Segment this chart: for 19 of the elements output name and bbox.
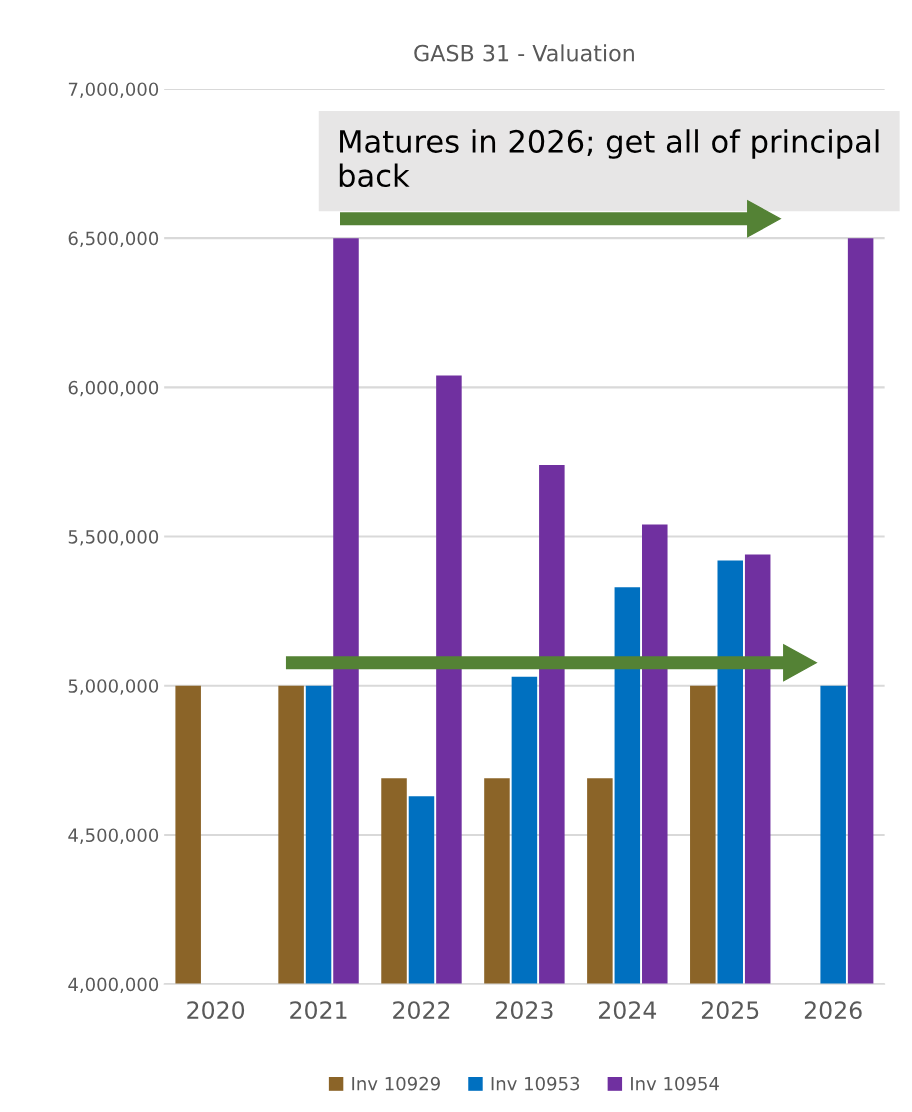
y-tick-label: 4,000,000	[68, 977, 159, 994]
x-tick-label: 2021	[290, 1001, 347, 1020]
y-tick-label: 4,500,000	[68, 828, 159, 844]
x-tick-label: 2024	[599, 1001, 657, 1020]
x-tick-label: 2026	[804, 1001, 862, 1020]
chart-title: GASB 31 - Valuation	[414, 44, 634, 62]
x-tick-label: 2022	[393, 1001, 450, 1020]
legend-label: Inv 10953	[491, 1076, 580, 1091]
legend-label: Inv 10954	[631, 1076, 719, 1091]
x-tick-label: 2025	[701, 1001, 759, 1020]
x-tick-label: 2023	[496, 1001, 553, 1020]
y-tick-label: 5,500,000	[68, 530, 159, 546]
y-tick-label: 7,000,000	[68, 82, 159, 98]
legend-label: Inv 10929	[352, 1076, 440, 1091]
y-tick-label: 5,000,000	[68, 679, 159, 695]
y-tick-label: 6,000,000	[68, 380, 159, 397]
annotation: Matures in 2026; get all of principal back	[339, 129, 879, 188]
x-tick-label: 2020	[187, 1001, 245, 1020]
y-tick-label: 6,500,000	[68, 231, 159, 248]
